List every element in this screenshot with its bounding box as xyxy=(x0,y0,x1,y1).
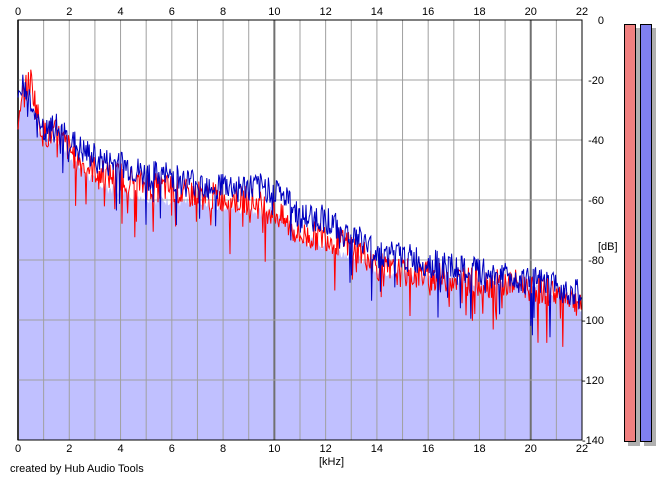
x-tick-label-top: 14 xyxy=(371,6,383,18)
x-tick-label-top: 6 xyxy=(169,6,175,18)
x-tick-label-bottom: 8 xyxy=(220,443,226,455)
x-tick-label-bottom: 20 xyxy=(525,443,537,455)
x-tick-label-bottom: 0 xyxy=(15,443,21,455)
y-tick-label: -120 xyxy=(582,375,604,387)
y-tick-label: 0 xyxy=(598,15,604,27)
series-lines xyxy=(17,69,582,347)
x-tick-label-bottom: 6 xyxy=(169,443,175,455)
y-tick-labels: 0 -20 -40 -60 -80 -100 -120 -140 xyxy=(582,15,604,447)
x-tick-label-top: 0 xyxy=(15,6,21,18)
x-tick-label-bottom: 16 xyxy=(422,443,434,455)
x-tick-label-top: 2 xyxy=(66,6,72,18)
x-tick-label-top: 18 xyxy=(473,6,485,18)
y-tick-label: -100 xyxy=(582,315,604,327)
y-tick-label: -40 xyxy=(588,135,604,147)
x-axis-label: [kHz] xyxy=(319,456,345,468)
credit-text: created by Hub Audio Tools xyxy=(10,463,144,475)
x-tick-label-bottom: 4 xyxy=(117,443,123,455)
y-axis-label: [dB] xyxy=(598,241,618,253)
x-tick-label-top: 8 xyxy=(220,6,226,18)
x-tick-label-bottom: 12 xyxy=(320,443,332,455)
series-line-red xyxy=(17,69,582,347)
level-meter-left xyxy=(624,24,636,442)
y-tick-label: -20 xyxy=(588,75,604,87)
x-tick-label-bottom: 18 xyxy=(473,443,485,455)
level-meter-right xyxy=(640,24,652,442)
x-tick-label-top: 4 xyxy=(117,6,123,18)
x-tick-label-top: 22 xyxy=(576,6,588,18)
x-tick-label-top: 20 xyxy=(525,6,537,18)
y-tick-label: -80 xyxy=(588,255,604,267)
x-tick-label-top: 16 xyxy=(422,6,434,18)
x-tick-label-bottom: 22 xyxy=(576,443,588,455)
x-tick-labels-bottom: 0 2 4 6 8 10 12 14 16 18 20 22 xyxy=(15,443,588,455)
plot-border xyxy=(17,19,583,441)
y-tick-label: -60 xyxy=(588,195,604,207)
x-tick-label-bottom: 2 xyxy=(66,443,72,455)
x-tick-label-top: 12 xyxy=(320,6,332,18)
series-line-blue xyxy=(17,74,582,338)
x-tick-label-bottom: 14 xyxy=(371,443,383,455)
x-tick-label-top: 10 xyxy=(268,6,280,18)
x-tick-label-bottom: 10 xyxy=(268,443,280,455)
y-tick-label: -140 xyxy=(582,435,604,447)
x-tick-labels-top: 0 2 4 6 8 10 12 14 16 18 20 22 xyxy=(15,6,588,18)
